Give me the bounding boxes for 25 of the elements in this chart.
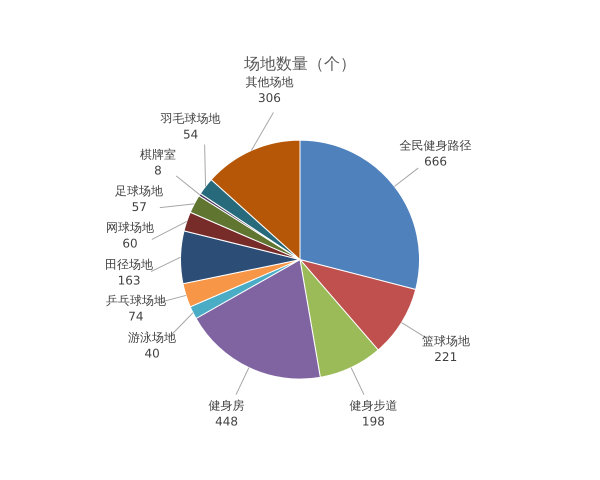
slice-label: 健身步道 xyxy=(349,398,398,413)
data-label: 306 xyxy=(258,90,281,105)
slice-label: 篮球场地 xyxy=(422,334,470,348)
data-label: 54 xyxy=(182,128,198,142)
slice-label: 棋牌室 xyxy=(140,148,176,162)
data-label: 666 xyxy=(424,154,448,169)
slice-label: 足球场地 xyxy=(115,184,164,198)
slice-label: 羽毛球场地 xyxy=(160,112,221,126)
slice-label: 健身房 xyxy=(208,398,245,413)
data-label: 74 xyxy=(128,310,144,324)
slice-label: 游泳场地 xyxy=(128,330,176,345)
slice-label: 网球场地 xyxy=(106,220,154,235)
slice-label: 田径场地 xyxy=(105,257,154,272)
data-label: 60 xyxy=(122,236,138,251)
data-label: 57 xyxy=(132,200,147,214)
slice-label: 其他场地 xyxy=(245,74,294,89)
data-label: 8 xyxy=(154,164,162,178)
slice-label: 全民健身路径 xyxy=(400,138,472,153)
slice-label: 乒乓球场地 xyxy=(106,294,166,308)
data-label: 198 xyxy=(362,414,385,429)
data-label: 163 xyxy=(118,273,141,288)
chart-title: 场地数量（个） xyxy=(243,54,356,73)
data-label: 448 xyxy=(215,414,238,429)
data-label: 40 xyxy=(144,346,160,361)
data-label: 221 xyxy=(434,350,458,364)
